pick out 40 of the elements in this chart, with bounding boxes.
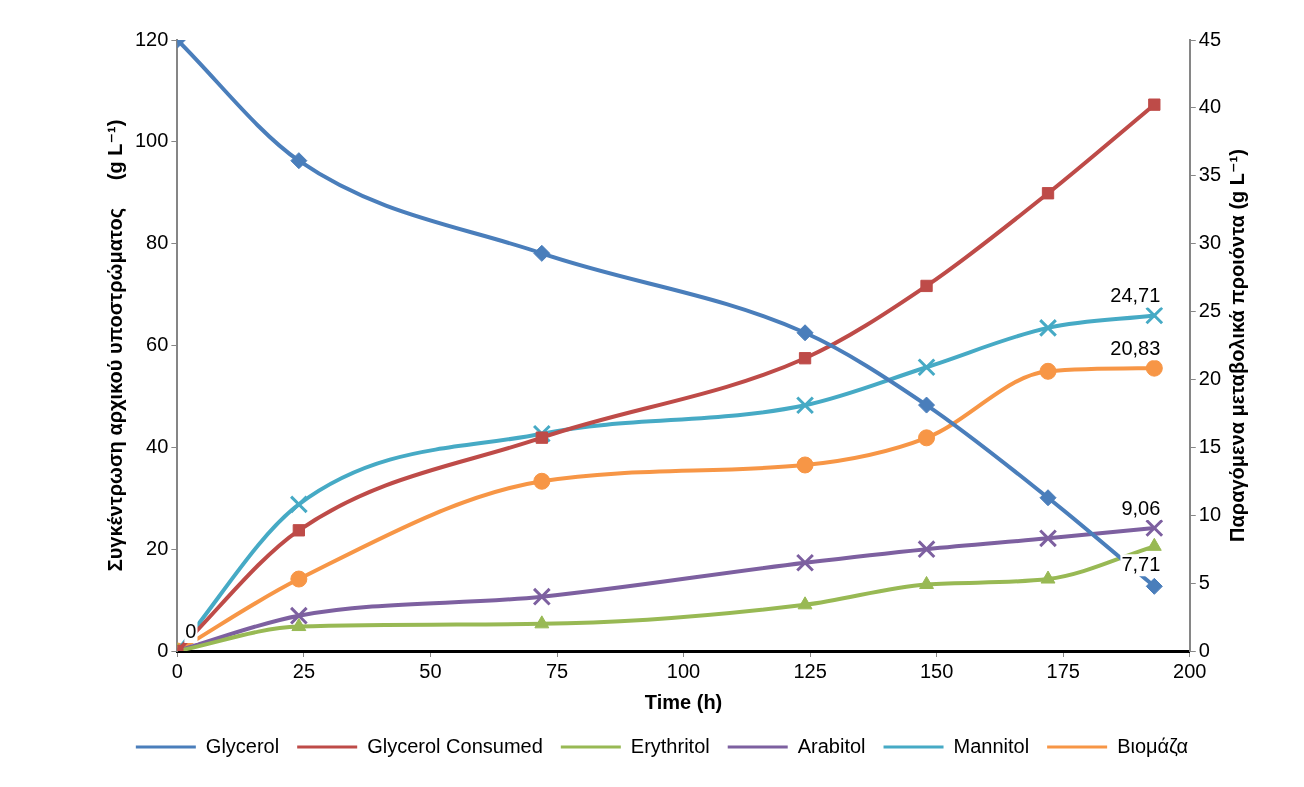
- x-axis-title: Time (h): [644, 690, 723, 713]
- y-tick-label: 120: [134, 27, 169, 50]
- x-tick-label: 75: [545, 659, 569, 682]
- legend-label: Mannitol: [953, 734, 1030, 757]
- legend-label: Arabitol: [797, 734, 866, 757]
- y2-tick-label: 20: [1198, 366, 1221, 389]
- x-tick-label: 200: [1173, 659, 1207, 682]
- y-tick-label: 100: [134, 129, 169, 152]
- legend-label: Erythritol: [630, 734, 710, 757]
- legend-label: Glycerol: [205, 734, 280, 757]
- y2-tick-label: 35: [1198, 163, 1221, 186]
- y-tick-label: 80: [146, 231, 169, 254]
- y-axis-title: Συγκέντρωση αρχικού υποστρώματος (g L⁻¹): [103, 119, 126, 572]
- x-tick-label: 100: [666, 659, 701, 682]
- x-tick-label: 150: [919, 659, 954, 682]
- y-tick-label: 60: [146, 333, 169, 356]
- y2-tick-label: 30: [1198, 231, 1221, 254]
- y2-tick-label: 40: [1198, 95, 1221, 118]
- x-tick-label: 175: [1046, 659, 1080, 682]
- y2-tick-label: 0: [1198, 638, 1210, 661]
- data-label: 7,71: [1121, 552, 1161, 575]
- y2-tick-label: 25: [1198, 299, 1221, 322]
- y-tick-label: 0: [157, 638, 169, 661]
- y2-tick-label: 45: [1198, 27, 1221, 50]
- y2-tick-label: 10: [1198, 502, 1221, 525]
- data-label: 9,06: [1121, 496, 1161, 519]
- y2-tick-label: 15: [1198, 434, 1221, 457]
- data-label: 20,83: [1110, 336, 1161, 359]
- x-tick-label: 0: [171, 659, 183, 682]
- data-label: 24,71: [1110, 284, 1161, 307]
- y2-axis-title: Παραγόμενα μεταβολικά προιόντα (g L⁻¹): [1225, 149, 1248, 542]
- legend-label: Βιομάζα: [1117, 734, 1189, 757]
- data-label: 0: [185, 619, 197, 642]
- y2-tick-label: 5: [1198, 570, 1210, 593]
- x-tick-label: 125: [793, 659, 827, 682]
- y-tick-label: 40: [146, 434, 169, 457]
- y-tick-label: 20: [146, 536, 169, 559]
- legend-label: Glycerol Consumed: [367, 734, 543, 757]
- x-tick-label: 50: [419, 659, 442, 682]
- x-tick-label: 25: [292, 659, 316, 682]
